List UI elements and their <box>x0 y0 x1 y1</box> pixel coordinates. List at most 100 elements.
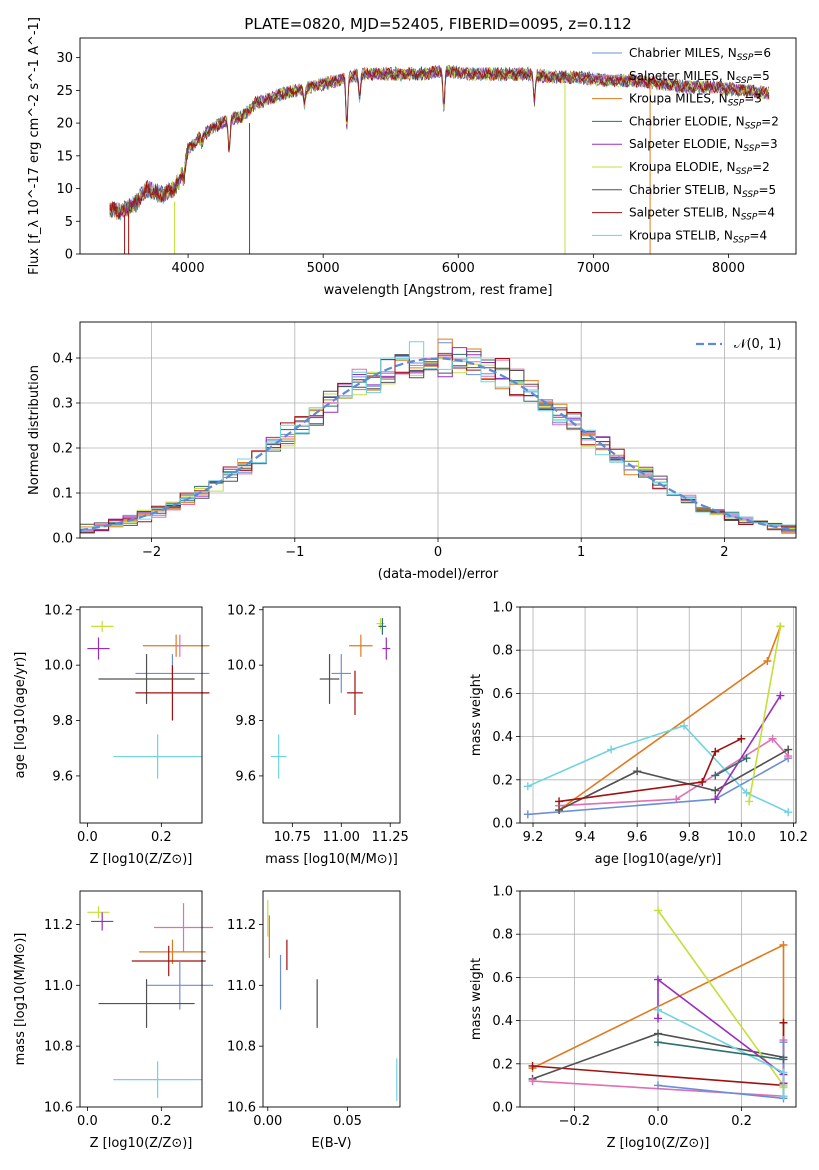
x-tick-label: 0.0 <box>77 1114 98 1129</box>
x-tick-label: 2 <box>720 545 728 560</box>
weight-marker <box>742 788 751 797</box>
y-tick-label: 10 <box>56 182 73 197</box>
y-tick-label: 9.8 <box>235 714 256 729</box>
x-tick-label: 9.6 <box>627 830 648 845</box>
y-tick-label: 30 <box>56 51 73 66</box>
weight-marker <box>523 810 532 819</box>
weight-marker <box>776 622 785 631</box>
weight-marker <box>654 1029 662 1038</box>
y-tick-label: 0.6 <box>492 971 513 986</box>
weight-marker <box>654 1014 662 1023</box>
x-tick-label: 0.2 <box>731 1114 752 1129</box>
x-tick-label: −0.2 <box>559 1114 591 1129</box>
y-tick-label: 0.4 <box>492 1014 513 1029</box>
weight-marker <box>768 734 777 743</box>
y-tick-label: 0.2 <box>492 773 513 788</box>
age-vs-metallicity-plot: 0.0 0.2 9.6 9.8 10.0 10.2 Z [log10(Z/Z⊙)] age [… <box>13 603 210 867</box>
x-axis-label: age [log10(age/yr)] <box>595 852 722 867</box>
weight-marker <box>555 797 564 806</box>
x-tick-label: 0.2 <box>151 1114 172 1129</box>
legend-entry: Salpeter MILES, NSSP=5 <box>629 69 770 86</box>
y-axis-label: mass weight <box>469 958 484 1040</box>
weight-marker <box>654 1005 662 1014</box>
axes-frame <box>262 606 401 824</box>
legend-entry: Salpeter STELIB, NSSP=4 <box>629 206 775 223</box>
y-tick-label: 10.2 <box>44 603 73 618</box>
y-axis-label: Normed distribution <box>27 365 42 495</box>
y-tick-label: 11.2 <box>227 918 256 933</box>
y-tick-label: 0.6 <box>492 687 513 702</box>
y-tick-label: 0.8 <box>492 644 513 659</box>
axes-frame <box>79 606 203 824</box>
weight-marker <box>607 745 616 754</box>
x-tick-label: 10.2 <box>779 830 808 845</box>
legend-entry: 𝒩(0, 1) <box>734 337 781 352</box>
weight-marker <box>654 1081 662 1090</box>
y-tick-label: 0.8 <box>492 928 513 943</box>
weight-marker <box>784 808 793 817</box>
y-tick-label: 11.0 <box>44 979 73 994</box>
y-tick-label: 0.4 <box>492 730 513 745</box>
weight-marker <box>672 795 681 804</box>
weight-marker <box>779 941 788 949</box>
axes-frame <box>519 890 797 1108</box>
x-axis-label: Z [log10(Z/Z⊙)] <box>90 1136 193 1151</box>
weight-marker <box>528 1061 537 1070</box>
x-tick-label: 9.2 <box>523 830 544 845</box>
x-tick-label: 6000 <box>442 261 475 276</box>
weight-marker <box>779 1055 788 1064</box>
y-tick-label: 0.1 <box>52 487 73 502</box>
legend-entry: Chabrier STELIB, NSSP=5 <box>629 183 776 200</box>
x-tick-label: 10.75 <box>274 830 311 845</box>
y-tick-label: 9.6 <box>235 769 256 784</box>
weight-line <box>714 695 782 800</box>
x-tick-label: 7000 <box>577 261 610 276</box>
normal-curve <box>79 357 797 532</box>
y-tick-label: 0.0 <box>492 817 513 832</box>
mass-weight-vs-age-plot: 9.2 9.4 9.6 9.8 10.0 10.2 0.0 0.2 0.4 0.6 0.8 1.0 ag… <box>469 601 808 868</box>
weight-marker <box>528 1077 537 1086</box>
weight-marker <box>711 795 720 804</box>
weight-marker <box>745 797 754 806</box>
age-vs-mass-plot: 10.75 11.00 11.25 9.6 9.8 10.0 10.2 mass [log10… <box>227 603 409 867</box>
histogram-step <box>80 341 796 530</box>
x-tick-label: −2 <box>142 545 161 560</box>
mass-weight-vs-metallicity-plot: −0.2 0.0 0.2 0.0 0.2 0.4 0.6 0.8 1.0 Z [log10(Z/Z… <box>469 885 797 1151</box>
weight-marker <box>779 1092 788 1101</box>
y-tick-label: 0.3 <box>52 397 73 412</box>
weight-marker <box>711 747 720 756</box>
weight-line <box>657 1041 784 1061</box>
y-tick-label: 0 <box>65 248 73 263</box>
axes-frame <box>262 890 401 1108</box>
mass-vs-ebv-plot: 0.00 0.05 10.6 10.8 11.0 11.2 E(B-V) <box>227 890 401 1151</box>
axes-frame <box>79 321 797 539</box>
y-tick-label: 11.2 <box>44 918 73 933</box>
y-tick-label: 1.0 <box>492 601 513 616</box>
weight-marker <box>711 786 720 795</box>
spectrum-line <box>109 65 770 220</box>
y-tick-label: 20 <box>56 117 73 132</box>
y-tick-label: 0.4 <box>52 352 73 367</box>
y-axis-label: mass [log10(M/M⊙)] <box>13 933 28 1066</box>
x-axis-label: mass [log10(M/M⊙)] <box>265 852 398 867</box>
y-tick-label: 10.8 <box>44 1040 73 1055</box>
y-tick-label: 1.0 <box>492 885 513 900</box>
weight-line <box>558 626 782 811</box>
x-tick-label: 0 <box>434 545 442 560</box>
y-tick-label: 10.0 <box>227 659 256 674</box>
x-tick-label: 0.0 <box>648 1114 669 1129</box>
legend-entry: Kroupa STELIB, NSSP=4 <box>629 228 767 245</box>
x-tick-label: 0.2 <box>151 830 172 845</box>
x-tick-label: 8000 <box>712 261 745 276</box>
y-axis-label: Flux [f_λ 10^-17 erg cm^-2 s^-1 A^-1] <box>27 17 42 275</box>
axes-frame <box>79 37 797 255</box>
axes-frame <box>519 606 797 824</box>
y-tick-label: 0.0 <box>52 532 73 547</box>
x-tick-label: 11.25 <box>372 830 409 845</box>
weight-marker <box>776 691 785 700</box>
y-tick-label: 10.6 <box>44 1101 73 1116</box>
y-tick-label: 11.0 <box>227 979 256 994</box>
x-axis-label: wavelength [Angstrom, rest frame] <box>324 283 553 298</box>
weight-line <box>714 757 747 777</box>
weight-marker <box>763 657 772 665</box>
